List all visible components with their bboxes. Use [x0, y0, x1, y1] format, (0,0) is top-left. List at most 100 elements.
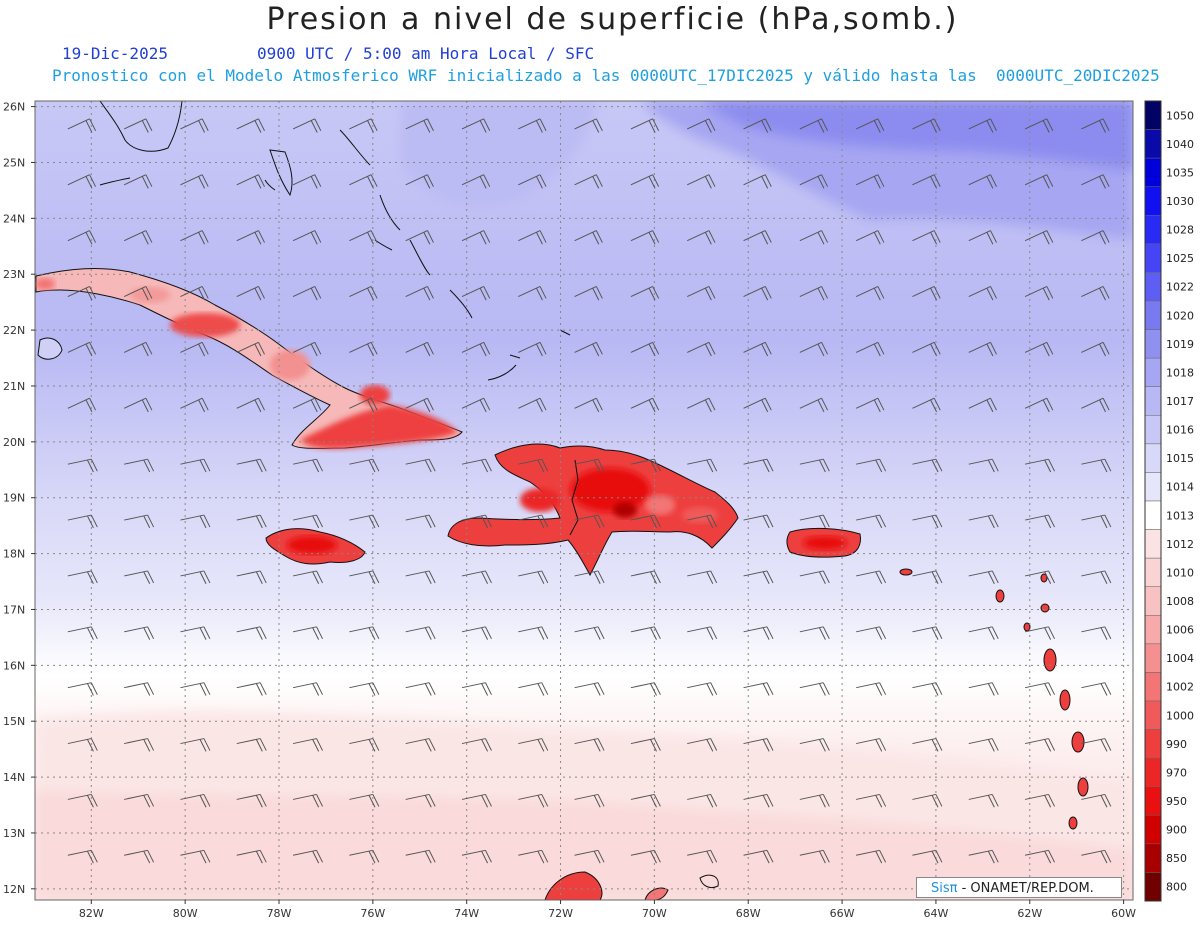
- wind-barb: [461, 682, 492, 696]
- wind-barb: [405, 118, 434, 133]
- wind-barb: [236, 738, 267, 752]
- legend-label: 1000: [1166, 709, 1194, 722]
- wind-barb: [292, 793, 323, 808]
- wind-barb: [1024, 849, 1055, 864]
- wind-barb: [799, 738, 830, 752]
- wind-barb: [630, 849, 661, 864]
- legend-item: 900: [1144, 815, 1187, 845]
- wind-barb: [687, 458, 718, 473]
- wind-barb: [67, 626, 98, 640]
- wind-barb: [461, 570, 492, 584]
- wind-barb: [968, 458, 999, 473]
- legend-label: 900: [1166, 824, 1187, 837]
- wind-barb: [574, 682, 605, 696]
- wind-barb: [743, 458, 774, 473]
- legend-label: 1019: [1166, 338, 1194, 351]
- lon-tick-label: 72W: [548, 907, 573, 920]
- wind-barb: [292, 341, 322, 357]
- wind-barb: [405, 341, 434, 357]
- wind-barb: [236, 793, 267, 808]
- legend-item: 990: [1144, 729, 1187, 759]
- wind-barb: [687, 230, 716, 245]
- wind-barb: [743, 849, 774, 864]
- wind-barb: [743, 341, 772, 357]
- wind-barb: [461, 738, 492, 752]
- wind-barb: [743, 118, 772, 133]
- legend-item: 1004: [1144, 643, 1194, 673]
- wind-barb: [743, 397, 772, 413]
- legend-label: 1013: [1166, 509, 1194, 522]
- wind-barb: [236, 849, 267, 864]
- bahamas-outline: [99, 101, 571, 381]
- wind-barb: [799, 341, 829, 357]
- wind-barb: [1081, 849, 1112, 864]
- lon-tick-label: 60W: [1111, 907, 1136, 920]
- wind-barb: [1081, 458, 1112, 473]
- wind-barb: [349, 514, 380, 529]
- legend-item: 1010: [1144, 557, 1194, 587]
- credit-box: Sisπ - ONAMET/REP.DOM.: [916, 877, 1122, 898]
- wind-barb: [574, 341, 603, 357]
- wind-barb: [743, 793, 774, 808]
- legend-item: 1017: [1144, 386, 1194, 416]
- legend-label: 1020: [1166, 309, 1194, 322]
- puerto-rico-land: [786, 527, 861, 558]
- wind-barb: [405, 514, 436, 529]
- wind-barb: [799, 458, 830, 473]
- wind-barb: [518, 458, 549, 473]
- wind-barb: [67, 285, 97, 301]
- wind-barb: [1024, 626, 1055, 640]
- wind-barb: [236, 458, 267, 473]
- wind-barb: [1024, 397, 1054, 413]
- wind-barb: [124, 682, 155, 696]
- wind-barb: [687, 174, 716, 189]
- legend-label: 1018: [1166, 366, 1194, 379]
- wind-barb: [461, 514, 492, 529]
- wind-barb: [912, 174, 941, 189]
- wind-barb: [1081, 793, 1112, 808]
- legend-swatch: [1144, 586, 1162, 616]
- wind-barb: [799, 793, 830, 808]
- wind-barb: [1081, 230, 1110, 245]
- wind-barb: [968, 682, 999, 696]
- wind-barb: [630, 793, 661, 808]
- color-legend: 1050 1040 1035 1030 1028 1025 1022 1020 1019 1018…: [1144, 100, 1194, 902]
- latitude-labels: 12N 13N 14N 15N 16N 17N 18N 19N 20N 21N 22N 23N 24N 2…: [3, 101, 35, 896]
- wind-barb: [123, 285, 153, 301]
- wind-barb: [574, 118, 603, 133]
- legend-swatch: [1144, 500, 1162, 530]
- wind-barb: [630, 570, 661, 584]
- wind-barb: [799, 174, 829, 189]
- wind-barb: [124, 514, 155, 529]
- legend-label: 950: [1166, 795, 1187, 808]
- wind-barb: [292, 285, 322, 301]
- legend-item: 1020: [1144, 300, 1194, 330]
- legend-swatch: [1144, 129, 1162, 159]
- wind-barb: [743, 230, 772, 245]
- wind-barb: [180, 118, 209, 133]
- wind-barb: [799, 285, 829, 301]
- wind-barb: [461, 626, 492, 640]
- wind-barb: [912, 570, 943, 584]
- wind-barb: [292, 458, 323, 473]
- wind-barb: [799, 849, 830, 864]
- wind-barb: [180, 174, 209, 189]
- wind-barb: [912, 793, 943, 808]
- wind-barb: [67, 341, 97, 357]
- wind-barb: [236, 341, 265, 357]
- wind-barb: [968, 230, 997, 245]
- legend-item: 1002: [1144, 672, 1194, 702]
- legend-label: 1012: [1166, 538, 1194, 551]
- wind-barb: [855, 341, 885, 357]
- wind-barb: [518, 849, 549, 864]
- sispi-logo: Sisπ: [931, 881, 958, 896]
- wind-barb: [292, 849, 323, 864]
- wind-barb: [236, 626, 267, 640]
- wind-barb: [292, 570, 323, 584]
- map-fill: [35, 101, 1133, 900]
- wind-barb: [349, 682, 380, 696]
- lon-tick-label: 74W: [454, 907, 479, 920]
- wind-barb: [687, 341, 716, 357]
- legend-swatch: [1144, 272, 1162, 302]
- wind-barb: [236, 514, 267, 529]
